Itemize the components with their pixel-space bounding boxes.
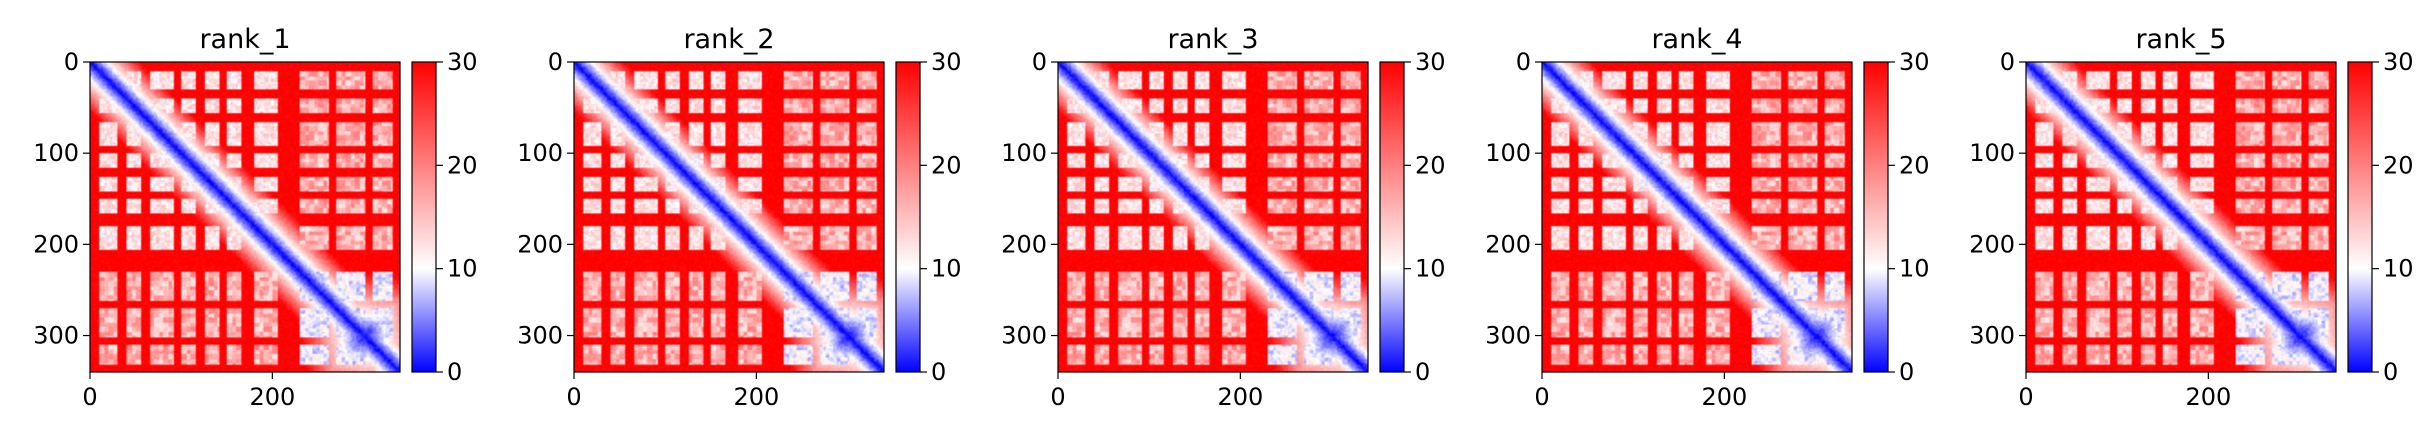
- colorbar-tick-label: 10: [2383, 255, 2414, 283]
- x-tick-label: 200: [1701, 383, 1747, 411]
- y-tick-label: 0: [1516, 48, 1531, 76]
- y-tick-label: 200: [33, 230, 79, 258]
- panel-title: rank_5: [2135, 24, 2226, 55]
- x-tick-label: 0: [1534, 383, 1549, 411]
- heatmap-image: [2026, 62, 2336, 372]
- y-tick-label: 200: [1001, 230, 1047, 258]
- colorbar: [2347, 61, 2373, 373]
- panel-1: rank_1 0 100 200 300 0 200 0 10 20 30: [33, 24, 477, 411]
- colorbar: [411, 61, 437, 373]
- y-tick-label: 100: [1001, 139, 1047, 167]
- colorbar-tick-label: 20: [931, 151, 962, 179]
- y-tick-label: 0: [548, 48, 563, 76]
- panel-2: rank_2 0 100 200 300 0 200 0 10 20 30: [517, 24, 961, 411]
- colorbar-tick-label: 0: [2383, 358, 2398, 386]
- x-tick-label: 0: [1050, 383, 1065, 411]
- colorbar-tick-label: 10: [447, 255, 478, 283]
- x-tick-label: 200: [733, 383, 779, 411]
- x-tick-label: 0: [2018, 383, 2033, 411]
- plot-frame: [1057, 61, 1369, 373]
- panel-4: rank_4 0 100 200 300 0 200 0 10 20 30: [1485, 24, 1929, 411]
- panel-title: rank_3: [1167, 24, 1258, 55]
- colorbar-tick-label: 30: [931, 48, 962, 76]
- colorbar-tick-label: 20: [1415, 151, 1446, 179]
- colorbar: [1379, 61, 1405, 373]
- colorbar-tick-label: 20: [1899, 151, 1930, 179]
- x-tick-label: 0: [566, 383, 581, 411]
- y-tick-label: 100: [517, 139, 563, 167]
- plot-frame: [89, 61, 401, 373]
- y-tick-label: 300: [1001, 322, 1047, 350]
- y-tick-label: 200: [517, 230, 563, 258]
- heatmap-image: [1542, 62, 1852, 372]
- y-tick-label: 200: [1969, 230, 2015, 258]
- heatmap-image: [1058, 62, 1368, 372]
- plot-frame: [573, 61, 885, 373]
- y-tick-label: 0: [2000, 48, 2015, 76]
- colorbar-tick-label: 30: [2383, 48, 2414, 76]
- y-tick-label: 300: [517, 322, 563, 350]
- colorbar-tick-label: 10: [931, 255, 962, 283]
- plot-frame: [1541, 61, 1853, 373]
- heatmap-image: [574, 62, 884, 372]
- colorbar-tick-label: 10: [1415, 255, 1446, 283]
- heatmap-image: [90, 62, 400, 372]
- x-tick-label: 200: [249, 383, 295, 411]
- panel-title: rank_4: [1651, 24, 1742, 55]
- y-tick-label: 100: [33, 139, 79, 167]
- colorbar: [895, 61, 921, 373]
- colorbar-tick-label: 30: [447, 48, 478, 76]
- panel-3: rank_3 0 100 200 300 0 200 0 10 20 30: [1001, 24, 1445, 411]
- panel-title: rank_1: [199, 24, 290, 55]
- colorbar-tick-label: 0: [447, 358, 462, 386]
- colorbar-tick-label: 0: [931, 358, 946, 386]
- y-tick-label: 0: [1032, 48, 1047, 76]
- colorbar-tick-label: 0: [1899, 358, 1914, 386]
- colorbar-tick-label: 30: [1415, 48, 1446, 76]
- y-tick-label: 100: [1485, 139, 1531, 167]
- y-tick-label: 0: [64, 48, 79, 76]
- y-tick-label: 300: [33, 322, 79, 350]
- x-tick-label: 200: [1217, 383, 1263, 411]
- x-tick-label: 200: [2185, 383, 2231, 411]
- x-tick-label: 0: [82, 383, 97, 411]
- y-tick-label: 300: [1485, 322, 1531, 350]
- colorbar: [1863, 61, 1889, 373]
- y-tick-label: 300: [1969, 322, 2015, 350]
- y-tick-label: 200: [1485, 230, 1531, 258]
- panel-title: rank_2: [683, 24, 774, 55]
- colorbar-tick-label: 20: [2383, 151, 2414, 179]
- panel-5: rank_5 0 100 200 300 0 200 0 10 20 30: [1969, 24, 2413, 411]
- plot-frame: [2025, 61, 2337, 373]
- y-tick-label: 100: [1969, 139, 2015, 167]
- colorbar-tick-label: 20: [447, 151, 478, 179]
- colorbar-tick-label: 0: [1415, 358, 1430, 386]
- colorbar-tick-label: 10: [1899, 255, 1930, 283]
- colorbar-tick-label: 30: [1899, 48, 1930, 76]
